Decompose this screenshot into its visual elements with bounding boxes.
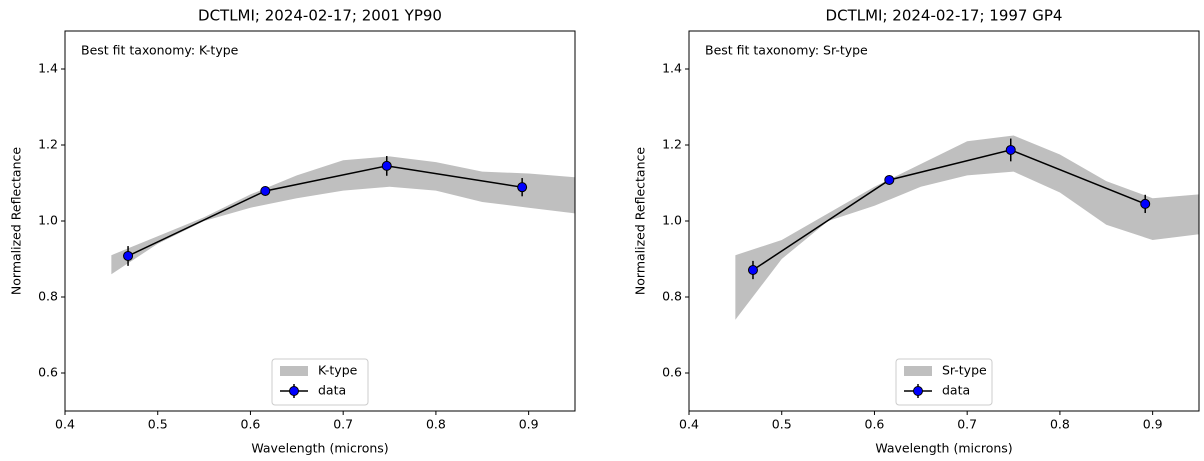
x-tick-label: 0.5 <box>772 417 792 432</box>
x-tick-label: 0.5 <box>148 417 168 432</box>
data-point <box>260 185 271 196</box>
y-tick-label: 1.2 <box>662 137 682 152</box>
legend-label: K-type <box>318 363 358 378</box>
x-tick-label: 0.8 <box>426 417 446 432</box>
legend-label: data <box>942 383 970 398</box>
y-tick-label: 0.6 <box>662 365 682 380</box>
y-tick-label: 1.2 <box>38 137 58 152</box>
x-tick-label: 0.6 <box>241 417 261 432</box>
data-point <box>123 250 134 261</box>
y-axis-label: Normalized Reflectance <box>633 147 648 295</box>
x-tick-label: 0.7 <box>333 417 353 432</box>
y-tick-label: 0.6 <box>38 365 58 380</box>
y-tick-label: 1.0 <box>662 213 682 228</box>
chart: DCTLMI; 2024-02-17; 1997 GP4 0.4 0.5 0.6 0.7… <box>633 7 1200 456</box>
legend-swatch <box>280 366 308 376</box>
data-point <box>1140 198 1151 209</box>
chart-title: DCTLMI; 2024-02-17; 2001 YP90 <box>198 7 442 25</box>
y-tick-label: 0.8 <box>38 289 58 304</box>
x-tick-label: 0.6 <box>865 417 885 432</box>
legend-label: data <box>318 383 346 398</box>
taxonomy-band <box>735 135 1199 320</box>
x-tick-label: 0.4 <box>55 417 75 432</box>
chart-title: DCTLMI; 2024-02-17; 1997 GP4 <box>826 7 1063 25</box>
y-tick-label: 1.4 <box>662 61 682 76</box>
x-axis-label: Wavelength (microns) <box>251 441 388 456</box>
data-point <box>747 265 758 276</box>
legend-label: Sr-type <box>942 363 987 378</box>
y-axis-label: Normalized Reflectance <box>9 147 24 295</box>
data-line <box>752 149 1146 271</box>
plot-frame <box>64 30 576 412</box>
x-tick-label: 0.4 <box>679 417 699 432</box>
data-point <box>517 182 528 193</box>
chart: DCTLMI; 2024-02-17; 2001 YP90 0.4 0.5 0.6 0.… <box>9 7 576 456</box>
legend-swatch <box>904 366 932 376</box>
legend-marker <box>913 386 923 396</box>
x-tick-label: 0.9 <box>1143 417 1163 432</box>
annotation: Best fit taxonomy: K-type <box>81 43 239 58</box>
data-point <box>1005 144 1016 155</box>
y-tick-label: 0.8 <box>662 289 682 304</box>
x-tick-label: 0.9 <box>519 417 539 432</box>
x-axis-label: Wavelength (microns) <box>875 441 1012 456</box>
annotation: Best fit taxonomy: Sr-type <box>705 43 868 58</box>
data-point <box>884 174 895 185</box>
x-tick-label: 0.8 <box>1050 417 1070 432</box>
x-tick-label: 0.7 <box>957 417 977 432</box>
data-point <box>381 160 392 171</box>
y-tick-label: 1.0 <box>38 213 58 228</box>
data-line <box>127 165 523 257</box>
legend-marker <box>289 386 299 396</box>
taxonomy-band <box>111 156 575 275</box>
y-tick-label: 1.4 <box>38 61 58 76</box>
